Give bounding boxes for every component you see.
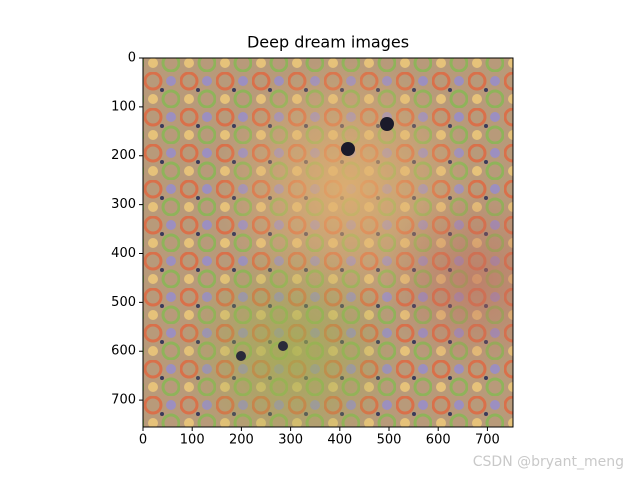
y-tick-label: 200 (111, 148, 136, 163)
x-tick-label: 0 (139, 433, 147, 448)
y-tick-label: 600 (111, 344, 136, 359)
watermark: CSDN @bryant_meng (473, 454, 624, 470)
y-tick-label: 700 (111, 393, 136, 408)
y-tick-label: 300 (111, 197, 136, 212)
axes-frame (142, 57, 514, 428)
x-tick-label: 200 (229, 433, 254, 448)
x-tick-label: 300 (278, 433, 303, 448)
y-tick-label: 400 (111, 246, 136, 261)
x-tick-label: 600 (426, 433, 451, 448)
chart-title: Deep dream images (247, 33, 409, 52)
y-tick-label: 0 (128, 51, 136, 66)
x-tick-label: 100 (180, 433, 205, 448)
image (143, 58, 513, 427)
x-tick-label: 500 (377, 433, 402, 448)
y-tick-label: 100 (111, 99, 136, 114)
y-tick-label: 500 (111, 295, 136, 310)
x-tick-label: 700 (475, 433, 500, 448)
x-tick-label: 400 (327, 433, 352, 448)
